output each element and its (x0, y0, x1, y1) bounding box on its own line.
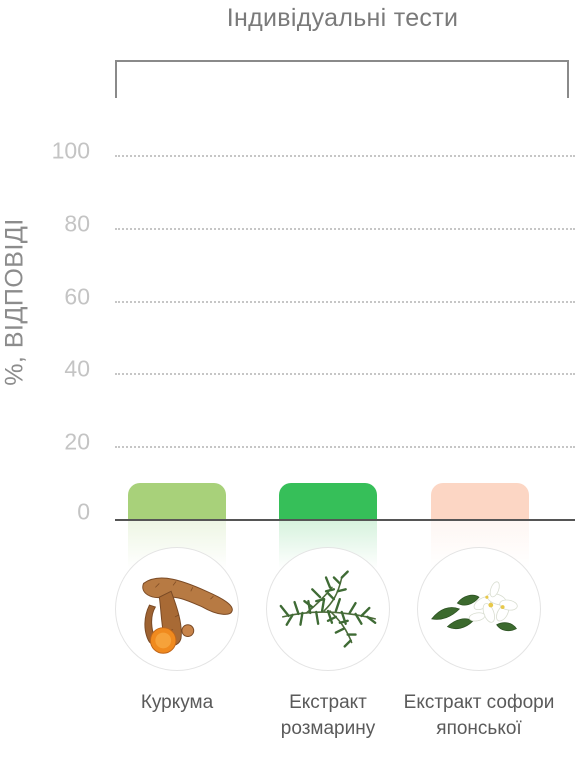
gridline-20 (115, 446, 575, 449)
gridline-60 (115, 300, 575, 303)
category-label-turmeric: Куркума (140, 692, 214, 713)
y-tick-label-60: 60 (64, 283, 90, 310)
y-axis-label: %, ВІДПОВІДІ (0, 218, 29, 386)
bar-3 (431, 482, 529, 519)
turmeric-root-icon (115, 547, 239, 671)
gridline-80 (115, 227, 575, 230)
title-bracket (115, 60, 569, 98)
bar-2 (279, 482, 377, 519)
chart-title: Індивідуальні тести (226, 4, 459, 32)
y-tick-label-0: 0 (77, 498, 90, 525)
rosemary-sprig-icon (266, 547, 390, 671)
y-tick-label-100: 100 (51, 137, 90, 164)
category-label-rosemary: Екстракт розмарину (280, 692, 376, 739)
gridline-100 (115, 155, 575, 157)
y-tick-label-80: 80 (64, 210, 90, 237)
bar-1 (128, 482, 226, 519)
x-axis-baseline (115, 519, 575, 521)
y-tick-label-20: 20 (64, 428, 90, 455)
y-tick-label-40: 40 (64, 355, 90, 382)
gridline-40 (115, 373, 575, 376)
sophora-flower-icon (417, 547, 541, 671)
category-label-sophora: Екстракт софори японської (403, 692, 555, 739)
